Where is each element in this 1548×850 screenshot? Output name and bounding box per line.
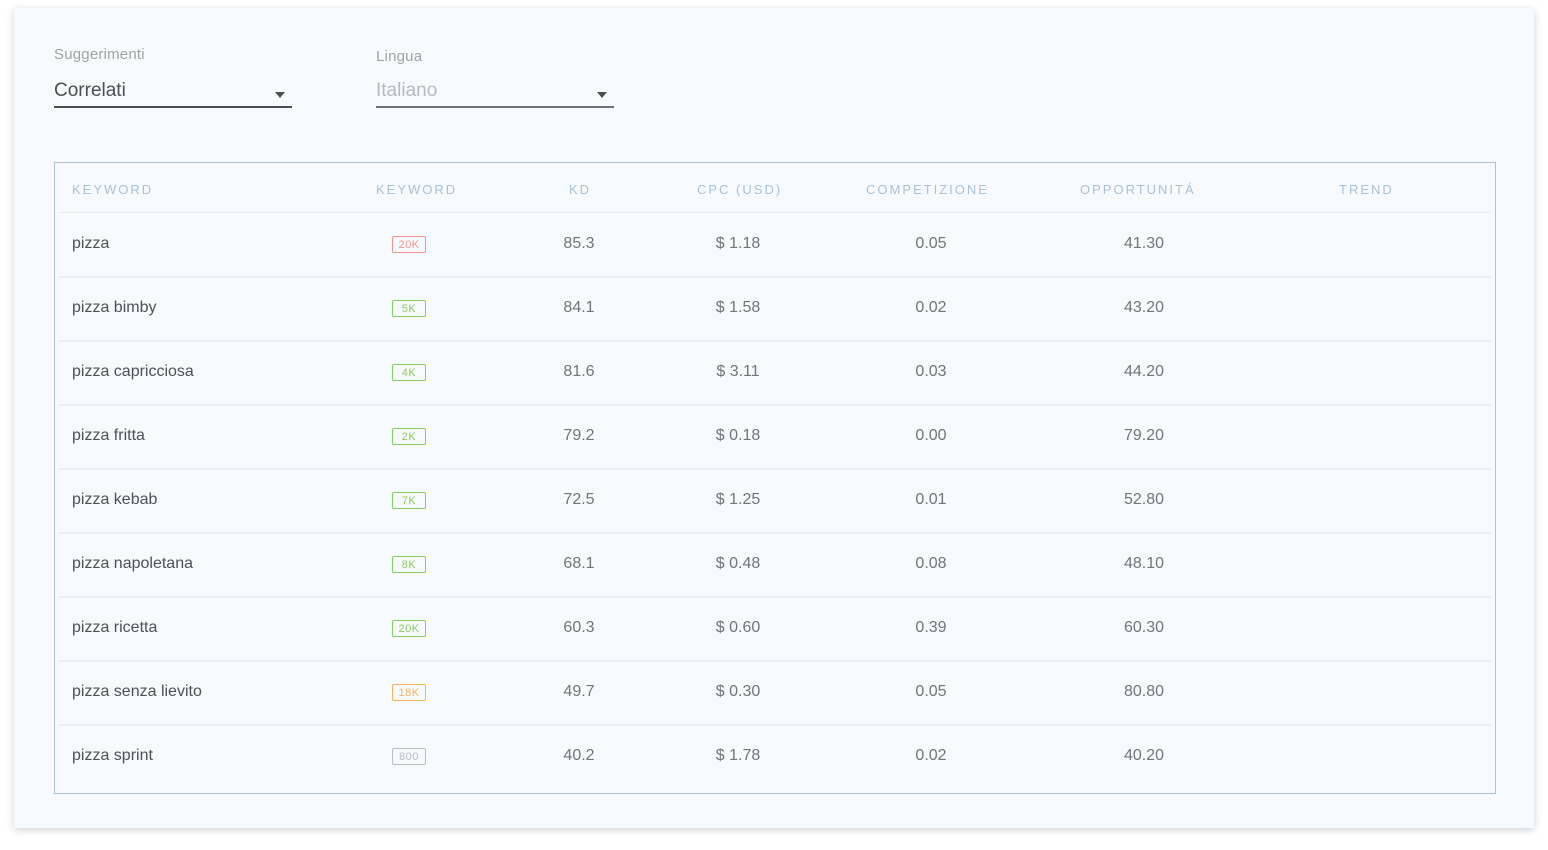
competition-cell: 0.02 <box>915 747 947 764</box>
suggestions-filter: Suggerimenti Correlati <box>54 46 292 108</box>
cpc-cell: $ 1.25 <box>715 491 761 508</box>
table-row[interactable]: pizza 20K 85.3 $ 1.18 0.05 41.30 <box>58 213 1492 278</box>
competition-cell: 0.03 <box>915 363 947 380</box>
keyword-cell: pizza <box>72 235 110 252</box>
keyword-cell: pizza napoletana <box>72 555 193 572</box>
kd-cell: 85.3 <box>563 235 595 252</box>
table-row[interactable]: pizza fritta 2K 79.2 $ 0.18 0.00 79.20 <box>58 405 1492 470</box>
header-cpc[interactable]: CPC (USD) <box>697 182 783 197</box>
cpc-cell: $ 0.60 <box>715 619 761 636</box>
search-volume-badge: 20K <box>392 620 426 637</box>
competition-cell: 0.00 <box>915 427 947 444</box>
search-volume-badge: 20K <box>392 236 426 253</box>
kd-cell: 79.2 <box>563 427 595 444</box>
keywords-table: KEYWORD KEYWORD KD CPC (USD) COMPETIZION… <box>54 162 1496 794</box>
opportunity-cell: 43.20 <box>1123 299 1165 316</box>
kd-cell: 81.6 <box>563 363 595 380</box>
opportunity-cell: 80.80 <box>1123 683 1165 700</box>
kd-cell: 49.7 <box>563 683 595 700</box>
suggestions-select[interactable]: Correlati <box>54 80 292 108</box>
language-label: Lingua <box>376 48 423 65</box>
table-header: KEYWORD KEYWORD KD CPC (USD) COMPETIZION… <box>58 163 1492 213</box>
competition-cell: 0.39 <box>915 619 947 636</box>
chevron-down-icon <box>597 92 607 98</box>
keyword-cell: pizza ricetta <box>72 619 158 636</box>
header-volume[interactable]: KEYWORD <box>376 182 458 197</box>
header-competition[interactable]: COMPETIZIONE <box>866 182 989 197</box>
suggestions-label: Suggerimenti <box>54 46 145 63</box>
search-volume-badge: 4K <box>392 364 426 381</box>
table-row[interactable]: pizza napoletana 8K 68.1 $ 0.48 0.08 48.10 <box>58 533 1492 598</box>
opportunity-cell: 60.30 <box>1123 619 1165 636</box>
competition-cell: 0.02 <box>915 299 947 316</box>
keyword-cell: pizza sprint <box>72 747 153 764</box>
kd-cell: 84.1 <box>563 299 595 316</box>
language-select[interactable]: Italiano <box>376 80 614 108</box>
cpc-cell: $ 0.48 <box>715 555 761 572</box>
table-row[interactable]: pizza ricetta 20K 60.3 $ 0.60 0.39 60.30 <box>58 597 1492 662</box>
header-opportunity[interactable]: OPPORTUNITÁ <box>1080 182 1196 197</box>
chevron-down-icon <box>275 92 285 98</box>
kd-cell: 72.5 <box>563 491 595 508</box>
kd-cell: 40.2 <box>563 747 595 764</box>
language-select-value: Italiano <box>376 80 438 101</box>
keyword-cell: pizza fritta <box>72 427 145 444</box>
search-volume-badge: 8K <box>392 556 426 573</box>
cpc-cell: $ 1.18 <box>715 235 761 252</box>
keyword-cell: pizza bimby <box>72 299 157 316</box>
cpc-cell: $ 1.78 <box>715 747 761 764</box>
keyword-cell: pizza capricciosa <box>72 363 194 380</box>
cpc-cell: $ 0.30 <box>715 683 761 700</box>
search-volume-badge: 5K <box>392 300 426 317</box>
language-filter: Lingua Italiano <box>376 48 614 108</box>
competition-cell: 0.01 <box>915 491 947 508</box>
keyword-cell: pizza senza lievito <box>72 683 202 700</box>
opportunity-cell: 40.20 <box>1123 747 1165 764</box>
cpc-cell: $ 1.58 <box>715 299 761 316</box>
header-keyword[interactable]: KEYWORD <box>72 182 154 197</box>
search-volume-badge: 7K <box>392 492 426 509</box>
kd-cell: 68.1 <box>563 555 595 572</box>
search-volume-badge: 2K <box>392 428 426 445</box>
opportunity-cell: 44.20 <box>1123 363 1165 380</box>
table-row[interactable]: pizza capricciosa 4K 81.6 $ 3.11 0.03 44.20 <box>58 341 1492 406</box>
opportunity-cell: 41.30 <box>1123 235 1165 252</box>
kd-cell: 60.3 <box>563 619 595 636</box>
table-row[interactable]: pizza senza lievito 18K 49.7 $ 0.30 0.05 80.8… <box>58 661 1492 726</box>
keyword-cell: pizza kebab <box>72 491 158 508</box>
competition-cell: 0.05 <box>915 683 947 700</box>
keyword-suggestions-card: Suggerimenti Correlati Lingua Italiano K… <box>14 8 1534 828</box>
opportunity-cell: 52.80 <box>1123 491 1165 508</box>
competition-cell: 0.05 <box>915 235 947 252</box>
competition-cell: 0.08 <box>915 555 947 572</box>
search-volume-badge: 18K <box>392 684 426 701</box>
suggestions-select-value: Correlati <box>54 80 126 101</box>
opportunity-cell: 79.20 <box>1123 427 1165 444</box>
cpc-cell: $ 3.11 <box>716 363 760 380</box>
header-trend[interactable]: TREND <box>1339 182 1394 197</box>
table-row[interactable]: pizza kebab 7K 72.5 $ 1.25 0.01 52.80 <box>58 469 1492 534</box>
table-row[interactable]: pizza bimby 5K 84.1 $ 1.58 0.02 43.20 <box>58 277 1492 342</box>
table-row[interactable]: pizza sprint 800 40.2 $ 1.78 0.02 40.20 <box>58 725 1492 788</box>
search-volume-badge: 800 <box>392 748 426 765</box>
cpc-cell: $ 0.18 <box>715 427 761 444</box>
header-kd[interactable]: KD <box>569 182 592 197</box>
opportunity-cell: 48.10 <box>1123 555 1165 572</box>
